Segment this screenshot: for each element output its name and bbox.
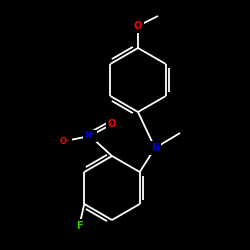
- Text: O⁻: O⁻: [59, 136, 71, 145]
- Text: O: O: [108, 119, 116, 129]
- Text: F: F: [76, 221, 82, 231]
- Text: N⁺: N⁺: [84, 132, 96, 140]
- Text: O: O: [134, 21, 142, 31]
- Text: N: N: [151, 143, 159, 153]
